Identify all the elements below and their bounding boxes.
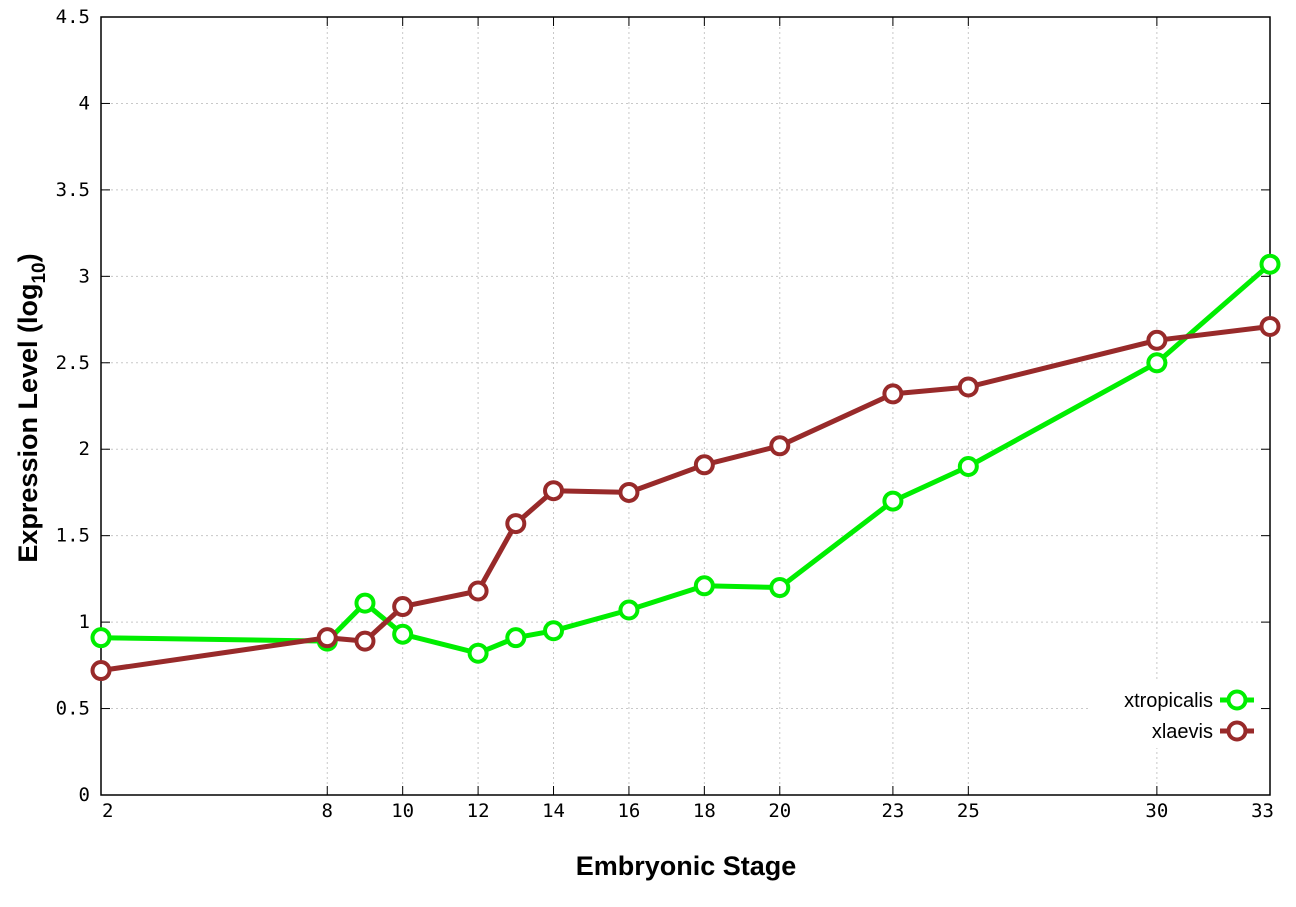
x-tick-label: 18 <box>693 800 716 822</box>
y-tick-label: 0 <box>79 784 90 806</box>
data-point-xlaevis <box>693 454 715 476</box>
y-axis-title-main: Expression Level (log <box>13 284 43 563</box>
data-point-xtropicalis <box>693 575 715 597</box>
data-point-xtropicalis <box>543 620 565 642</box>
data-point-xtropicalis <box>467 642 489 664</box>
x-tick-label: 30 <box>1145 800 1168 822</box>
legend-marker <box>1226 689 1248 711</box>
x-tick-label: 33 <box>1251 800 1274 822</box>
series-xtropicalis <box>90 253 1281 664</box>
y-tick-label: 1 <box>79 611 90 633</box>
data-point-xlaevis <box>505 513 527 535</box>
plot-frame <box>100 16 1271 796</box>
data-point-xlaevis <box>354 630 376 652</box>
x-tick-label: 12 <box>467 800 490 822</box>
x-tick-label: 20 <box>768 800 791 822</box>
series-line-xlaevis <box>100 324 1271 673</box>
x-tick-label: 25 <box>957 800 980 822</box>
data-point-xlaevis <box>543 480 565 502</box>
data-point-xlaevis <box>90 660 112 682</box>
x-tick-label: 16 <box>617 800 640 822</box>
legend-label: xtropicalis <box>1124 690 1213 712</box>
axis-ticks: 0 0.5 1 1.5 2 2.5 3 3.5 4 4.5 2 8 10 12 14 16 18 20 23 25 30… <box>56 6 1274 822</box>
y-tick-label: 3.5 <box>56 179 90 201</box>
y-tick-label: 4.5 <box>56 6 90 28</box>
y-tick-label: 4 <box>79 92 90 114</box>
x-tick-label: 14 <box>542 800 565 822</box>
data-point-xlaevis <box>316 627 338 649</box>
data-point-xlaevis <box>769 435 791 457</box>
y-tick-label: 3 <box>79 265 90 287</box>
data-point-xtropicalis <box>1146 352 1168 374</box>
data-point-xlaevis <box>882 383 904 405</box>
legend-marker <box>1226 720 1248 742</box>
data-point-xlaevis <box>618 481 640 503</box>
x-tick-label: 8 <box>322 800 333 822</box>
data-point-xlaevis <box>1146 329 1168 351</box>
x-tick-label: 2 <box>102 800 113 822</box>
data-point-xtropicalis <box>769 577 791 599</box>
x-tick-label: 23 <box>881 800 904 822</box>
data-point-xtropicalis <box>505 627 527 649</box>
series-group <box>90 253 1281 682</box>
series-line-xtropicalis <box>100 262 1272 656</box>
grid <box>101 17 1270 795</box>
y-axis-title-close: ) <box>13 253 43 262</box>
y-tick-label: 0.5 <box>56 698 90 720</box>
data-point-xlaevis <box>467 580 489 602</box>
legend: xtropicalis xlaevis <box>1090 682 1260 748</box>
data-point-xlaevis <box>1259 315 1281 337</box>
series-xlaevis <box>90 315 1281 682</box>
y-tick-label: 2.5 <box>56 352 90 374</box>
data-point-xtropicalis <box>354 592 376 614</box>
legend-item-xlaevis: xlaevis <box>1152 720 1254 743</box>
x-tick-label: 10 <box>391 800 414 822</box>
data-point-xlaevis <box>392 596 414 618</box>
y-tick-label: 2 <box>79 438 90 460</box>
legend-label: xlaevis <box>1152 721 1213 743</box>
data-point-xtropicalis <box>392 623 414 645</box>
data-point-xtropicalis <box>618 599 640 621</box>
y-axis-title-subscript: 10 <box>29 262 50 283</box>
y-axis-title: Expression Level (log10) <box>13 253 50 562</box>
data-point-xlaevis <box>957 376 979 398</box>
data-point-xtropicalis <box>957 456 979 478</box>
y-tick-label: 1.5 <box>56 525 90 547</box>
data-point-xtropicalis <box>90 627 112 649</box>
x-axis-title: Embryonic Stage <box>576 851 797 881</box>
legend-item-xtropicalis: xtropicalis <box>1124 689 1254 712</box>
data-point-xtropicalis <box>1259 253 1281 275</box>
data-point-xtropicalis <box>882 490 904 512</box>
